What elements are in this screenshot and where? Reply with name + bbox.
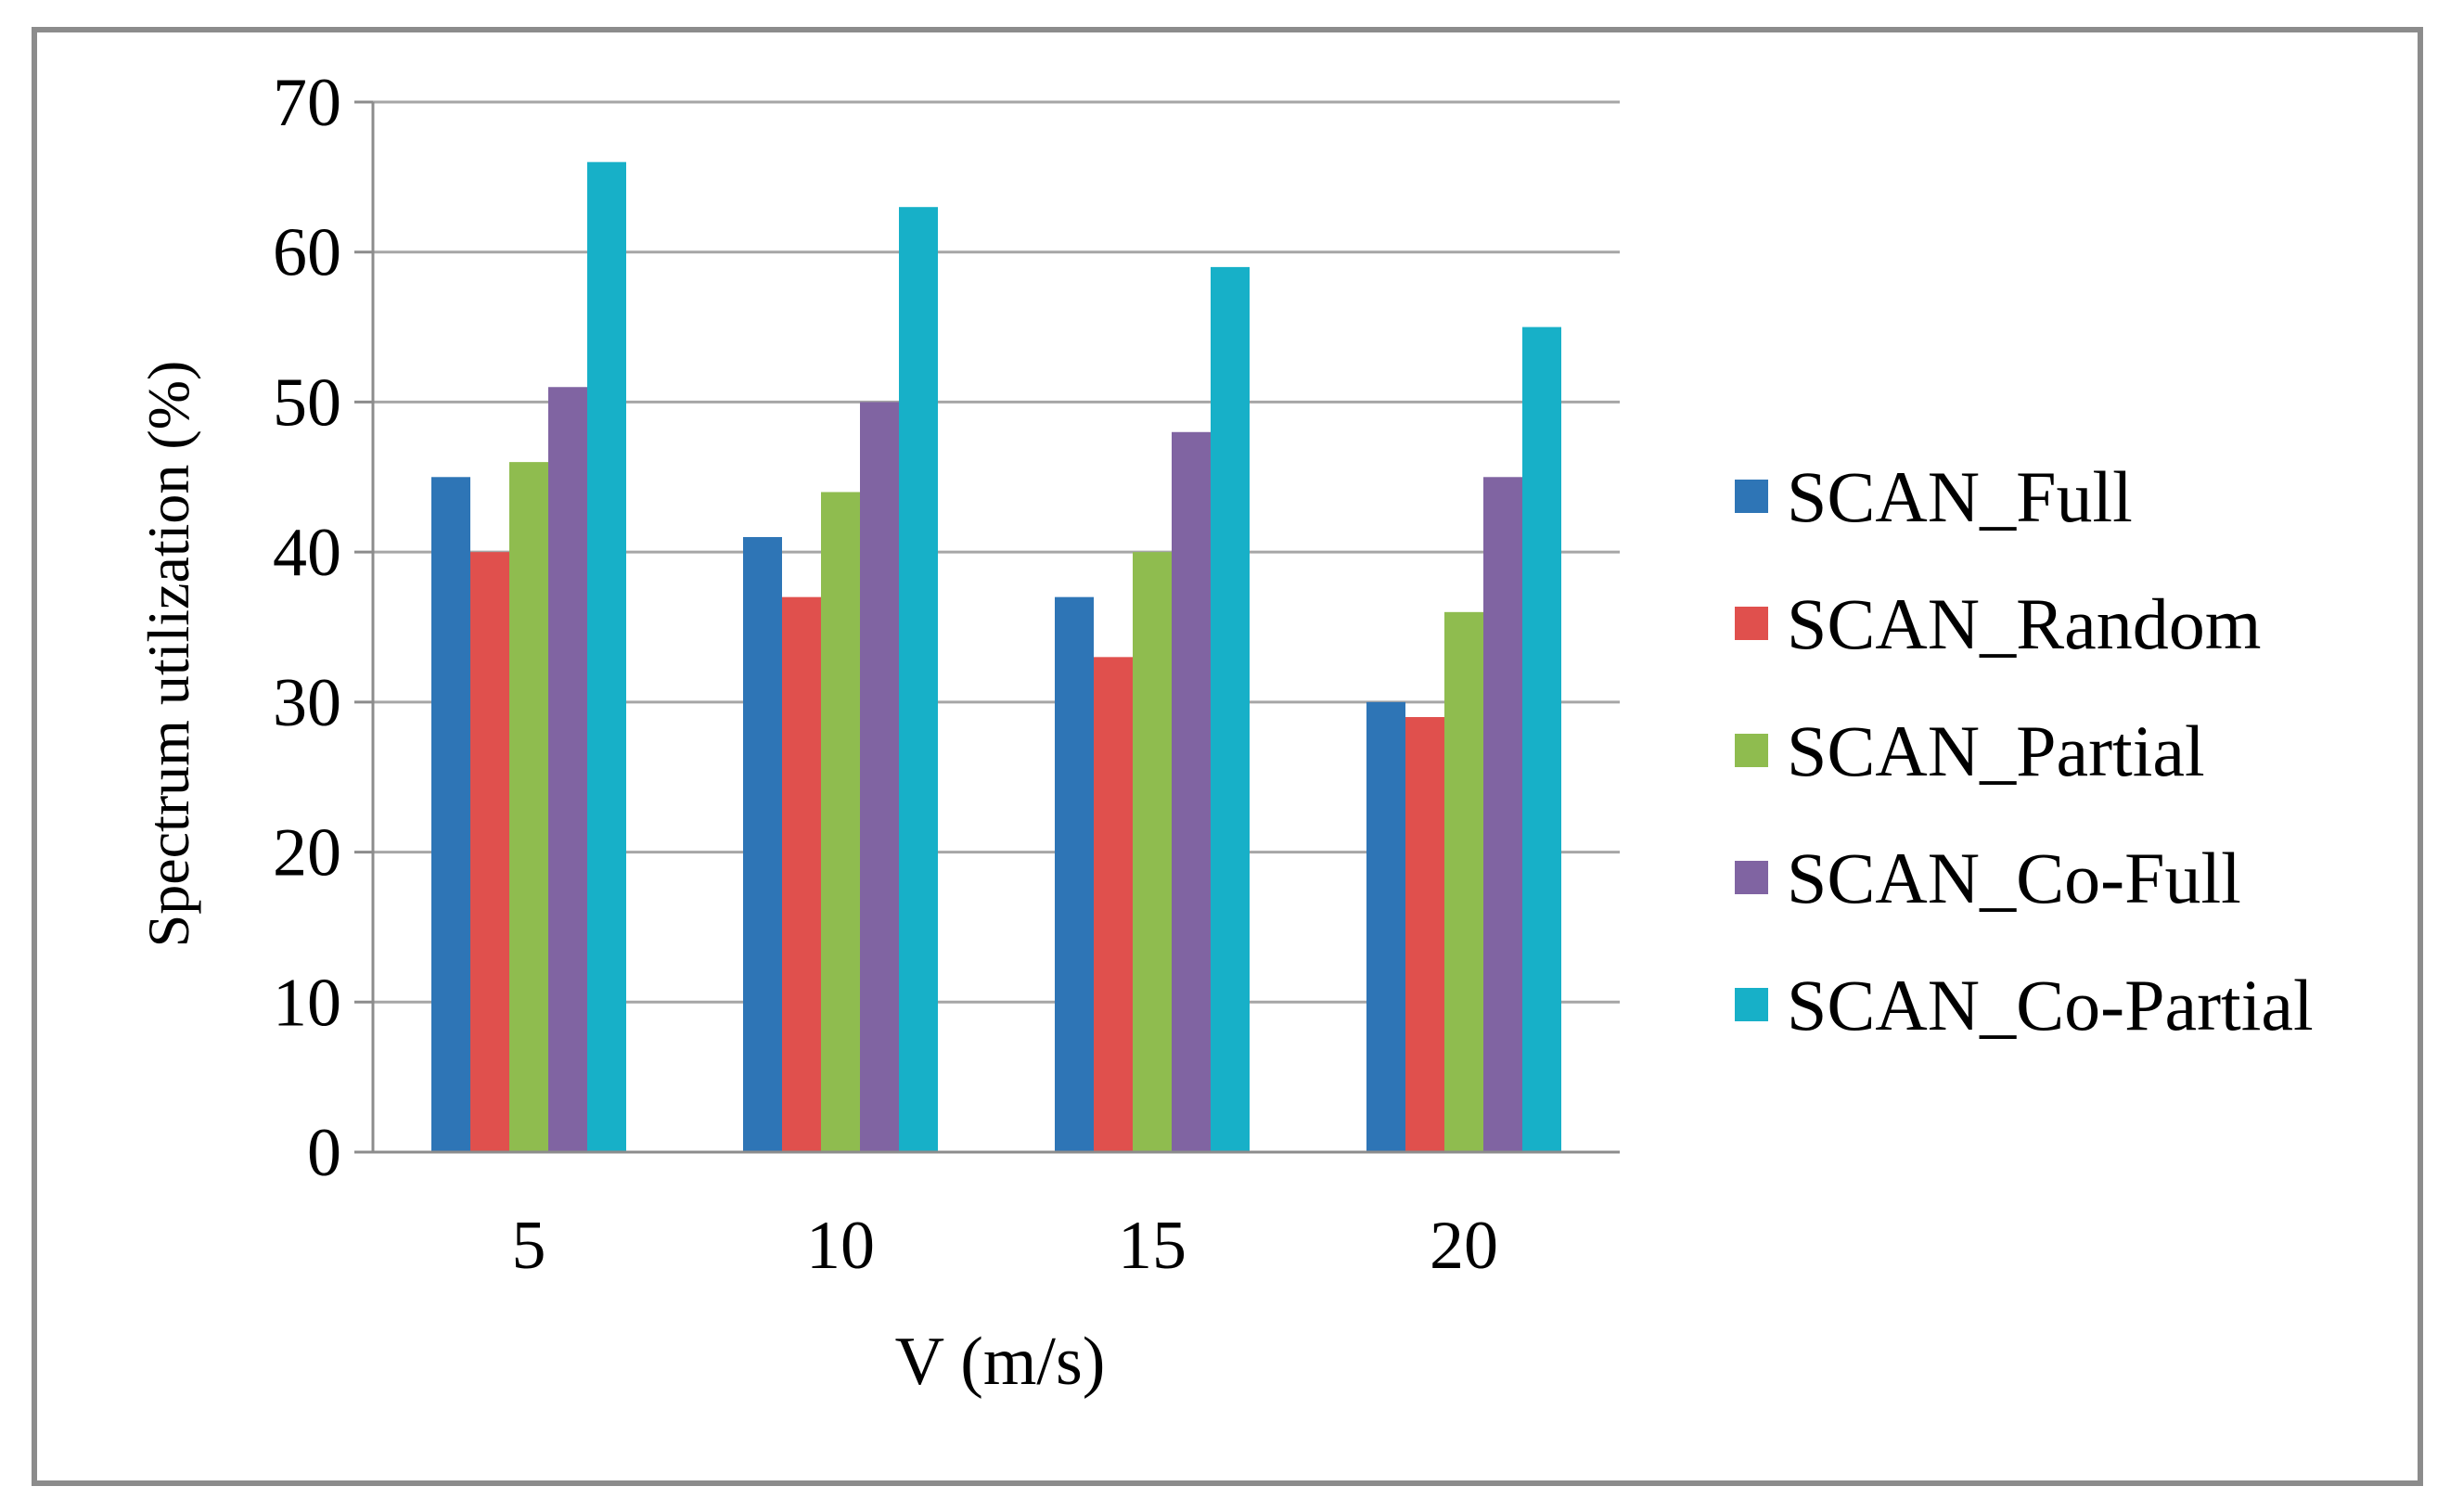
y-tick-label: 70 bbox=[273, 65, 341, 141]
bar-scan-co-full-5 bbox=[548, 387, 587, 1152]
bar-scan-co-partial-5 bbox=[587, 161, 626, 1153]
bar-scan-full-20 bbox=[1366, 701, 1405, 1152]
y-tick-label: 40 bbox=[273, 515, 341, 591]
legend-swatch bbox=[1735, 607, 1768, 640]
tick-labels: 0 10 20 30 40 50 60 70 5 10 15 20 bbox=[273, 65, 1498, 1284]
bar-scan-random-15 bbox=[1094, 657, 1133, 1152]
bar-scan-random-5 bbox=[470, 552, 509, 1152]
bar-scan-co-full-20 bbox=[1483, 477, 1522, 1152]
y-tick-label: 20 bbox=[273, 815, 341, 891]
bar-scan-full-5 bbox=[431, 477, 470, 1152]
bar-scan-partial-5 bbox=[509, 462, 548, 1153]
bar-scan-partial-10 bbox=[821, 492, 860, 1152]
bar-scan-random-20 bbox=[1405, 717, 1444, 1152]
bar-scan-random-10 bbox=[782, 596, 821, 1152]
legend-swatch bbox=[1735, 988, 1768, 1021]
legend-swatch bbox=[1735, 480, 1768, 513]
bar-scan-partial-15 bbox=[1133, 552, 1172, 1152]
x-axis-title: V (m/s) bbox=[895, 1324, 1106, 1400]
y-tick-label: 60 bbox=[273, 215, 341, 291]
y-axis-title: Spectrum utilization (%) bbox=[135, 361, 201, 948]
legend-label: SCAN_Random bbox=[1787, 583, 2261, 664]
legend-label: SCAN_Co-Full bbox=[1787, 838, 2241, 918]
bar-scan-co-partial-20 bbox=[1522, 327, 1561, 1153]
x-tick-label: 5 bbox=[512, 1208, 546, 1284]
legend: SCAN_Full SCAN_Random SCAN_Partial SCAN_Co-… bbox=[1735, 456, 2314, 1045]
bars bbox=[431, 161, 1561, 1153]
bar-scan-full-10 bbox=[743, 536, 782, 1152]
x-tick-label: 15 bbox=[1118, 1208, 1187, 1284]
bar-scan-partial-20 bbox=[1444, 611, 1483, 1152]
bar-scan-co-full-10 bbox=[860, 402, 899, 1152]
y-tick-label: 50 bbox=[273, 365, 341, 441]
x-tick-label: 20 bbox=[1430, 1208, 1498, 1284]
y-tick-label: 0 bbox=[307, 1115, 341, 1191]
bar-scan-co-full-15 bbox=[1172, 431, 1211, 1152]
bar-scan-co-partial-10 bbox=[899, 207, 938, 1152]
legend-label: SCAN_Co-Partial bbox=[1787, 965, 2314, 1045]
legend-label: SCAN_Full bbox=[1787, 456, 2133, 537]
y-tick-label: 10 bbox=[273, 965, 341, 1041]
legend-swatch bbox=[1735, 734, 1768, 767]
axes bbox=[354, 100, 1620, 1154]
x-tick-label: 10 bbox=[806, 1208, 875, 1284]
legend-swatch bbox=[1735, 861, 1768, 894]
y-tick-label: 30 bbox=[273, 665, 341, 741]
bar-scan-full-15 bbox=[1055, 596, 1094, 1152]
legend-label: SCAN_Partial bbox=[1787, 711, 2205, 791]
bar-scan-co-partial-15 bbox=[1211, 266, 1250, 1152]
